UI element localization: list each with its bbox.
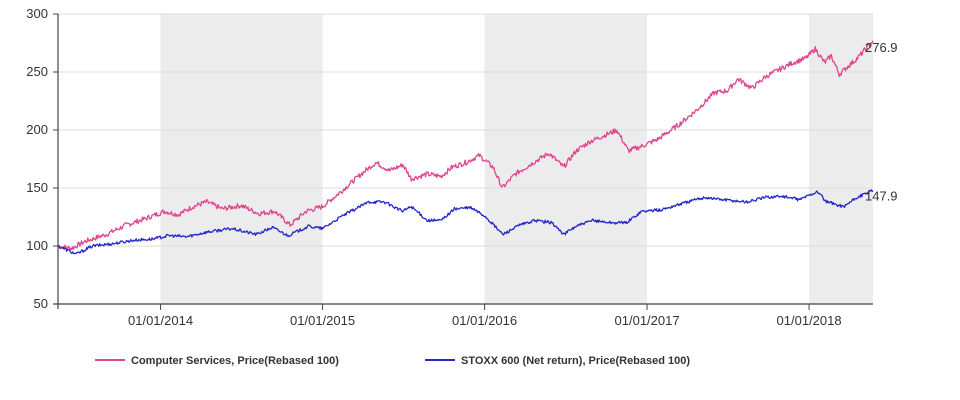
year-shading-band <box>484 14 648 304</box>
series-end-labels: 276.9 147.9 <box>865 40 898 204</box>
y-tick-label: 250 <box>26 64 48 79</box>
series-end-label: 276.9 <box>865 40 898 55</box>
y-axis-tick-labels: 50 100 150 200 250 300 <box>26 6 48 311</box>
x-tick-label: 01/01/2016 <box>452 313 517 328</box>
y-tick-label: 50 <box>34 296 48 311</box>
x-tick-label: 01/01/2017 <box>615 313 680 328</box>
axes <box>53 13 873 310</box>
x-axis-tick-labels: 01/01/2014 01/01/2015 01/01/2016 01/01/2017… <box>128 313 842 328</box>
series-line <box>57 189 874 255</box>
gridlines <box>58 13 873 247</box>
legend: Computer Services, Price(Rebased 100) STO… <box>95 355 690 367</box>
year-shading-band <box>160 14 323 304</box>
series-line <box>57 40 874 251</box>
series-lines <box>57 40 874 255</box>
legend-label: STOXX 600 (Net return), Price(Rebased 10… <box>461 355 690 367</box>
y-tick-label: 300 <box>26 6 48 21</box>
x-tick-label: 01/01/2018 <box>777 313 842 328</box>
year-shading-band <box>809 14 873 304</box>
series-end-label: 147.9 <box>865 188 898 203</box>
x-tick-label: 01/01/2015 <box>290 313 355 328</box>
year-shading-bands <box>160 14 873 304</box>
y-tick-label: 200 <box>26 122 48 137</box>
y-tick-label: 150 <box>26 180 48 195</box>
x-tick-label: 01/01/2014 <box>128 313 193 328</box>
legend-label: Computer Services, Price(Rebased 100) <box>131 355 339 367</box>
y-tick-label: 100 <box>26 238 48 253</box>
